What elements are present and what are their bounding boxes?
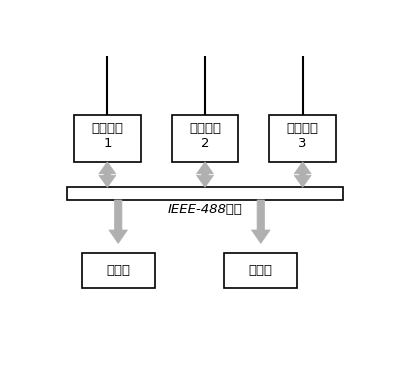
Polygon shape xyxy=(99,162,116,187)
Bar xyxy=(74,115,141,162)
Text: 计算机: 计算机 xyxy=(106,264,130,277)
Bar xyxy=(82,253,155,288)
Polygon shape xyxy=(294,162,311,187)
Text: 打印机: 打印机 xyxy=(249,264,273,277)
Text: 测量设备
1: 测量设备 1 xyxy=(91,122,123,150)
Bar xyxy=(269,115,336,162)
Polygon shape xyxy=(196,162,214,187)
Text: 测量设备
2: 测量设备 2 xyxy=(189,122,221,150)
Polygon shape xyxy=(252,200,270,243)
Text: 测量设备
3: 测量设备 3 xyxy=(287,122,319,150)
Polygon shape xyxy=(109,200,128,243)
Bar xyxy=(172,115,238,162)
Bar xyxy=(67,187,343,200)
Bar xyxy=(224,253,297,288)
Text: IEEE-488总线: IEEE-488总线 xyxy=(168,203,242,216)
